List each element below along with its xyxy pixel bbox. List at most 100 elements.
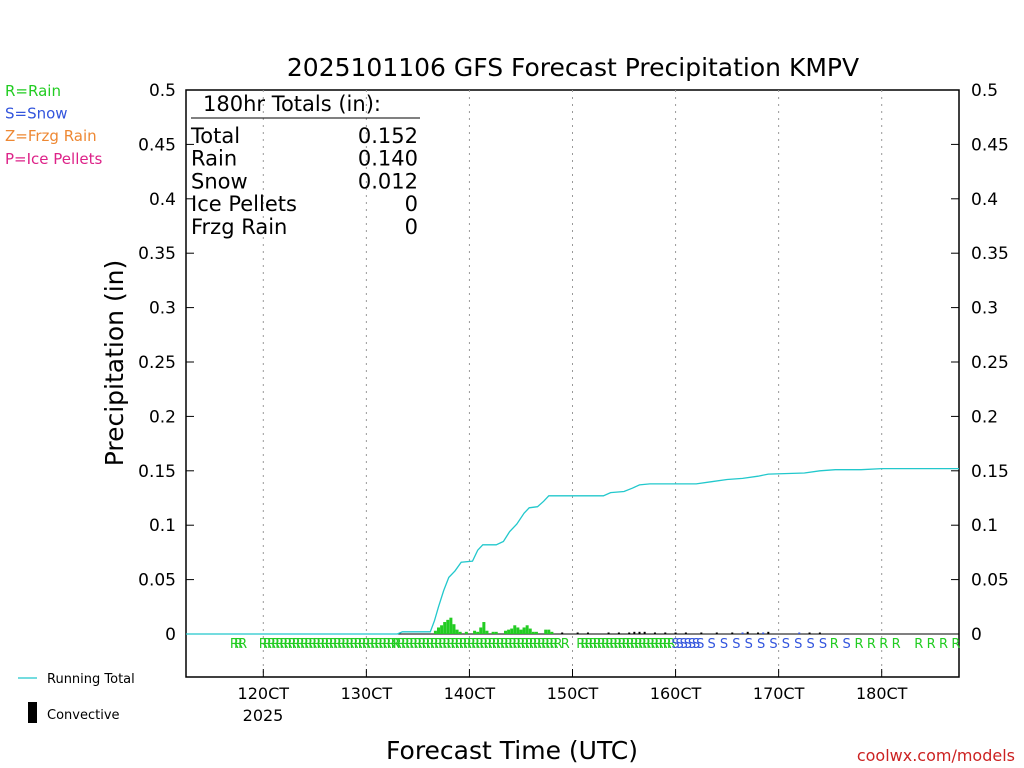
- precip-type-code: R: [300, 637, 309, 652]
- precip-type-code: R: [626, 637, 635, 652]
- precip-type-code: S: [757, 637, 765, 652]
- y-tick-label: 0: [971, 625, 982, 645]
- precip-type-code: R: [362, 637, 371, 652]
- precip-type-code: R: [580, 637, 589, 652]
- running-total-line: [186, 467, 959, 635]
- precip-type-code: R: [230, 637, 239, 652]
- precip-type-code: R: [879, 637, 888, 652]
- precip-type-code: S: [708, 637, 716, 652]
- precip-type-code: R: [442, 637, 451, 652]
- convective-legend-label: Convective: [47, 708, 120, 723]
- precip-type-code: R: [370, 637, 379, 652]
- precip-type-code: R: [393, 637, 402, 652]
- rain-bar: [433, 630, 437, 634]
- precip-type-code: R: [387, 637, 396, 652]
- precip-type-code: R: [630, 637, 639, 652]
- precip-type-code: R: [951, 637, 960, 652]
- precip-type-code: R: [483, 637, 492, 652]
- convective-bar: [767, 631, 770, 634]
- precip-type-code: R: [391, 637, 400, 652]
- y-tick-label: 0.1: [149, 516, 176, 536]
- convective-bar: [674, 632, 677, 634]
- precip-type-code: R: [366, 637, 375, 652]
- precip-type-codes: RRR RRRRRRRRRRRRRRRRRRRRRRRRRRRRRRRRRRRRR…: [230, 637, 961, 652]
- precip-type-code: R: [471, 637, 480, 652]
- precip-type-code: R: [358, 637, 367, 652]
- precip-type-code: R: [238, 637, 247, 652]
- precip-type-code: R: [541, 637, 550, 652]
- precip-type-code: S: [720, 637, 728, 652]
- x-tick-label: 180CT: [856, 684, 908, 703]
- precip-bars: [433, 617, 821, 634]
- rain-bar: [479, 627, 483, 634]
- running-total-legend-label: Running Total: [47, 672, 135, 687]
- y-tick-label: 0.15: [971, 462, 1009, 482]
- precip-type-code: S: [676, 637, 684, 652]
- rain-bar: [525, 625, 529, 634]
- precip-type-code: R: [512, 637, 521, 652]
- precip-type-code: R: [475, 637, 484, 652]
- rain-bar: [458, 631, 462, 634]
- precip-type-code: R: [271, 637, 280, 652]
- precip-type-code: R: [609, 637, 618, 652]
- y-tick-label: 0.2: [971, 407, 998, 427]
- legend-entry: S=Snow: [5, 105, 68, 123]
- precip-type-code: R: [459, 637, 468, 652]
- precip-type-code: R: [284, 637, 293, 652]
- y-tick-label: 0.05: [971, 571, 1009, 591]
- precip-type-code: R: [529, 637, 538, 652]
- chart-title: 2025101106 GFS Forecast Precipitation KM…: [287, 53, 859, 82]
- legend-entry: P=Ice Pellets: [5, 150, 102, 168]
- convective-bar: [643, 631, 646, 634]
- snow-bar: [798, 632, 801, 634]
- totals-row-value: 0: [405, 215, 418, 239]
- precip-type-code: R: [533, 637, 542, 652]
- y-tick-label: 0.5: [149, 81, 176, 101]
- precip-type-code: R: [601, 637, 610, 652]
- precip-type-code: R: [655, 637, 664, 652]
- precip-type-code: R: [467, 637, 476, 652]
- convective-bar: [586, 632, 589, 634]
- precip-type-code: S: [680, 637, 688, 652]
- precip-type-code: R: [650, 637, 659, 652]
- precip-type-code: S: [671, 637, 679, 652]
- precip-type-code: R: [405, 637, 414, 652]
- totals-row-label: Total: [190, 124, 240, 148]
- precip-type-code: R: [409, 637, 418, 652]
- precip-type-code: R: [434, 637, 443, 652]
- precip-type-code: R: [638, 637, 647, 652]
- precip-type-code: R: [525, 637, 534, 652]
- x-tick-label: 160CT: [650, 684, 702, 703]
- precip-type-code: R: [500, 637, 509, 652]
- legend-entry: Z=Frzg Rain: [5, 127, 97, 145]
- y-tick-label: 0.05: [138, 571, 176, 591]
- y-axis-left: 0 0.05 0.1 0.15 0.2 0.25 0.3 0.35 0.4 0.45 0.5: [138, 81, 194, 645]
- precip-type-code: R: [576, 637, 585, 652]
- precip-type-code: R: [537, 637, 546, 652]
- precip-type-code: R: [479, 637, 488, 652]
- precip-type-code: R: [446, 637, 455, 652]
- y-axis-label: Precipitation (in): [100, 260, 129, 467]
- y-tick-label: 0.5: [971, 81, 998, 101]
- precip-type-code: R: [463, 637, 472, 652]
- rain-bar: [531, 631, 535, 634]
- precip-type-code: R: [496, 637, 505, 652]
- x-tick-label: 130CT: [341, 684, 393, 703]
- legend-entry: R=Rain: [5, 82, 61, 100]
- precip-type-code: R: [584, 637, 593, 652]
- precip-type-code: R: [492, 637, 501, 652]
- totals-row-value: 0.140: [358, 147, 418, 171]
- precip-type-code: R: [927, 637, 936, 652]
- precip-type-code: R: [554, 637, 563, 652]
- precip-type-code: S: [819, 637, 827, 652]
- convective-bar: [628, 632, 631, 634]
- totals-header: 180hr Totals (in):: [203, 92, 381, 116]
- precip-type-code: R: [663, 637, 672, 652]
- y-axis-right: 0 0.05 0.1 0.15 0.2 0.25 0.3 0.35 0.4 0.45 0.5: [951, 81, 1009, 645]
- totals-row-label: Snow: [191, 169, 248, 193]
- x-tick-label: 170CT: [753, 684, 805, 703]
- x-axis: 120CT 130CT 140CT 150CT 160CT 170CT 180CT: [238, 669, 908, 703]
- convective-bar: [664, 632, 667, 634]
- rain-bar: [437, 627, 441, 634]
- convective-bar: [576, 632, 579, 634]
